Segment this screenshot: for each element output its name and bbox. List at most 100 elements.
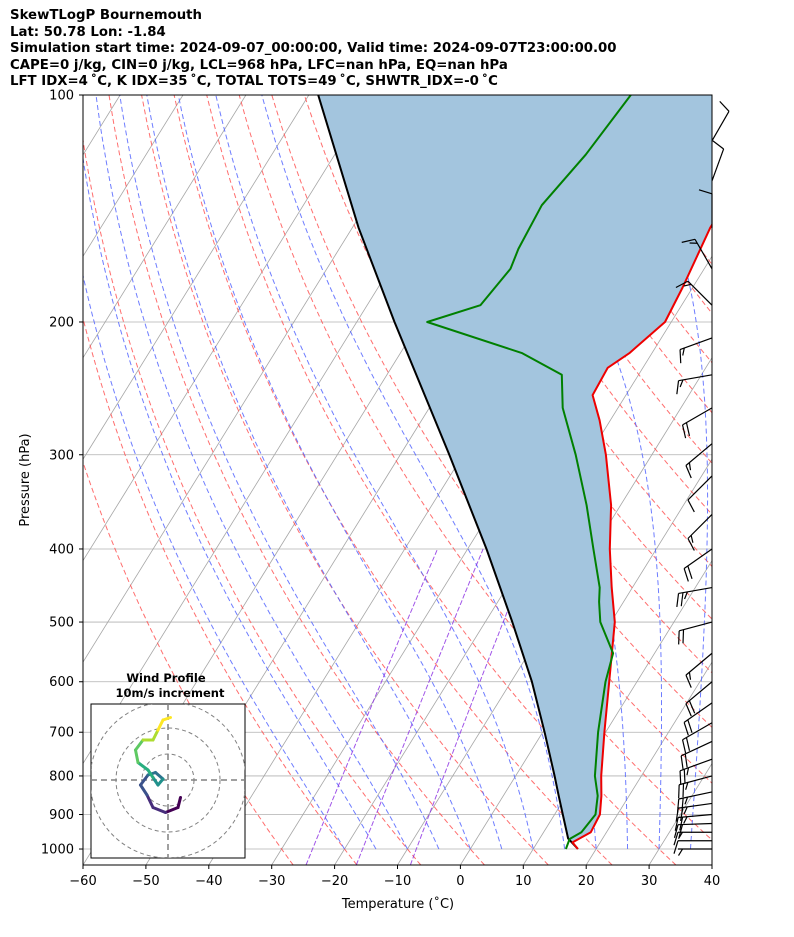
isotherm-line (711, 864, 712, 865)
barb-feather (684, 591, 688, 600)
barb-feather (678, 824, 684, 838)
barb-feather (690, 535, 694, 543)
barb-feather (679, 379, 684, 388)
barb-feather (687, 538, 695, 551)
x-tick-label: −30 (258, 874, 285, 889)
isotherm-line (83, 95, 184, 258)
x-tick-label: −10 (384, 874, 411, 889)
barb-shaft (694, 239, 713, 270)
barb-feather (712, 140, 724, 150)
wind-barb (676, 586, 713, 608)
barb-feather (683, 806, 688, 815)
hodograph-segment (139, 783, 149, 797)
x-tick-label: 40 (704, 874, 721, 889)
barb-feather (687, 719, 693, 733)
barb-feather (685, 737, 691, 751)
barb-feather (679, 816, 684, 831)
wind-barb (678, 621, 713, 645)
hodograph-segment (164, 806, 180, 814)
barb-feather (685, 674, 692, 688)
cape-text: CAPE=0 j/kg, CIN=0 j/kg, LCL=968 hPa, LF… (10, 57, 508, 73)
isotherm-line (585, 661, 712, 865)
barb-feather (673, 840, 679, 854)
wind-barb (698, 189, 713, 228)
barb-feather (719, 100, 730, 112)
barb-feather (685, 422, 691, 437)
y-tick-label: 500 (49, 616, 74, 631)
hodograph-segment (151, 728, 160, 742)
barb-feather (682, 347, 685, 356)
y-tick-label: 1000 (41, 843, 74, 858)
wind-barb (679, 337, 713, 364)
x-tick-label: 20 (578, 874, 595, 889)
hodograph-segment (146, 768, 155, 779)
x-tick-label: −20 (321, 874, 348, 889)
barb-feather (685, 782, 689, 790)
chart-header: SkewTLogP Bournemouth Lat: 50.78 Lon: -1… (10, 8, 617, 91)
wind-barb (687, 475, 713, 513)
hodograph-segment (136, 761, 150, 772)
moist-adiabat (621, 95, 709, 850)
time-text: Simulation start time: 2024-09-07_00:00:… (10, 41, 617, 56)
parcel-curve (317, 95, 579, 850)
barb-shaft (687, 514, 713, 539)
y-axis-label: Pressure (hPa) (18, 433, 33, 526)
isotherm-line (397, 356, 712, 865)
barb-shaft (679, 621, 713, 632)
dry-adiabat (206, 95, 677, 865)
barb-feather (681, 424, 687, 439)
inset-subtitle: 10m/s increment (116, 686, 225, 700)
hodograph-segment (139, 773, 150, 787)
wind-barb (673, 840, 712, 854)
moist-adiabat (146, 95, 471, 850)
wind-barb (683, 702, 713, 736)
barb-feather (680, 592, 684, 607)
hodograph-segment (156, 718, 165, 732)
wind-barb (685, 681, 713, 717)
y-tick-label: 400 (49, 542, 74, 557)
barb-feather (687, 565, 693, 580)
barb-shaft (678, 813, 713, 819)
temperature-curve (571, 222, 712, 850)
barb-feather (687, 499, 695, 513)
wind-barb (685, 443, 713, 479)
barb-shaft (678, 374, 713, 382)
dry-adiabat (434, 95, 712, 516)
hodograph-segment (176, 796, 182, 809)
mixing-ratio-line (305, 548, 438, 865)
barb-feather (688, 672, 692, 680)
moist-adiabat (95, 95, 408, 850)
hodograph-segment (145, 793, 155, 809)
wind-barb (680, 740, 713, 770)
wind-barb (711, 100, 730, 142)
barb-feather (688, 700, 696, 714)
moist-adiabat (492, 95, 662, 850)
barb-shaft (678, 802, 713, 809)
dewpoint-curve (426, 95, 632, 850)
wind-barb (681, 407, 713, 439)
barb-feather (676, 380, 680, 395)
wind-barb (674, 813, 713, 831)
barb-feather (681, 798, 684, 812)
barb-feather (685, 465, 692, 479)
barb-shaft (685, 681, 713, 705)
wind-barb (676, 374, 713, 395)
barb-shaft (687, 475, 713, 501)
barb-feather (677, 848, 684, 856)
location-text: Lat: 50.78 Lon: -1.84 (10, 24, 166, 40)
isotherm-line (83, 95, 310, 460)
dry-adiabat (499, 95, 712, 414)
dry-adiabat (83, 316, 358, 865)
wind-barb (681, 238, 713, 270)
barb-feather (673, 824, 679, 838)
barb-feather (683, 568, 689, 582)
hodograph-segment (161, 716, 172, 722)
barb-feather (683, 816, 688, 824)
barb-feather (681, 739, 687, 754)
barb-feather (684, 753, 688, 768)
x-tick-label: −50 (132, 874, 159, 889)
x-tick-label: −40 (195, 874, 222, 889)
cin-cape-area (318, 95, 712, 849)
wind-profile-inset: Wind Profile 10m/s increment (90, 671, 246, 859)
wind-barb (687, 514, 713, 551)
